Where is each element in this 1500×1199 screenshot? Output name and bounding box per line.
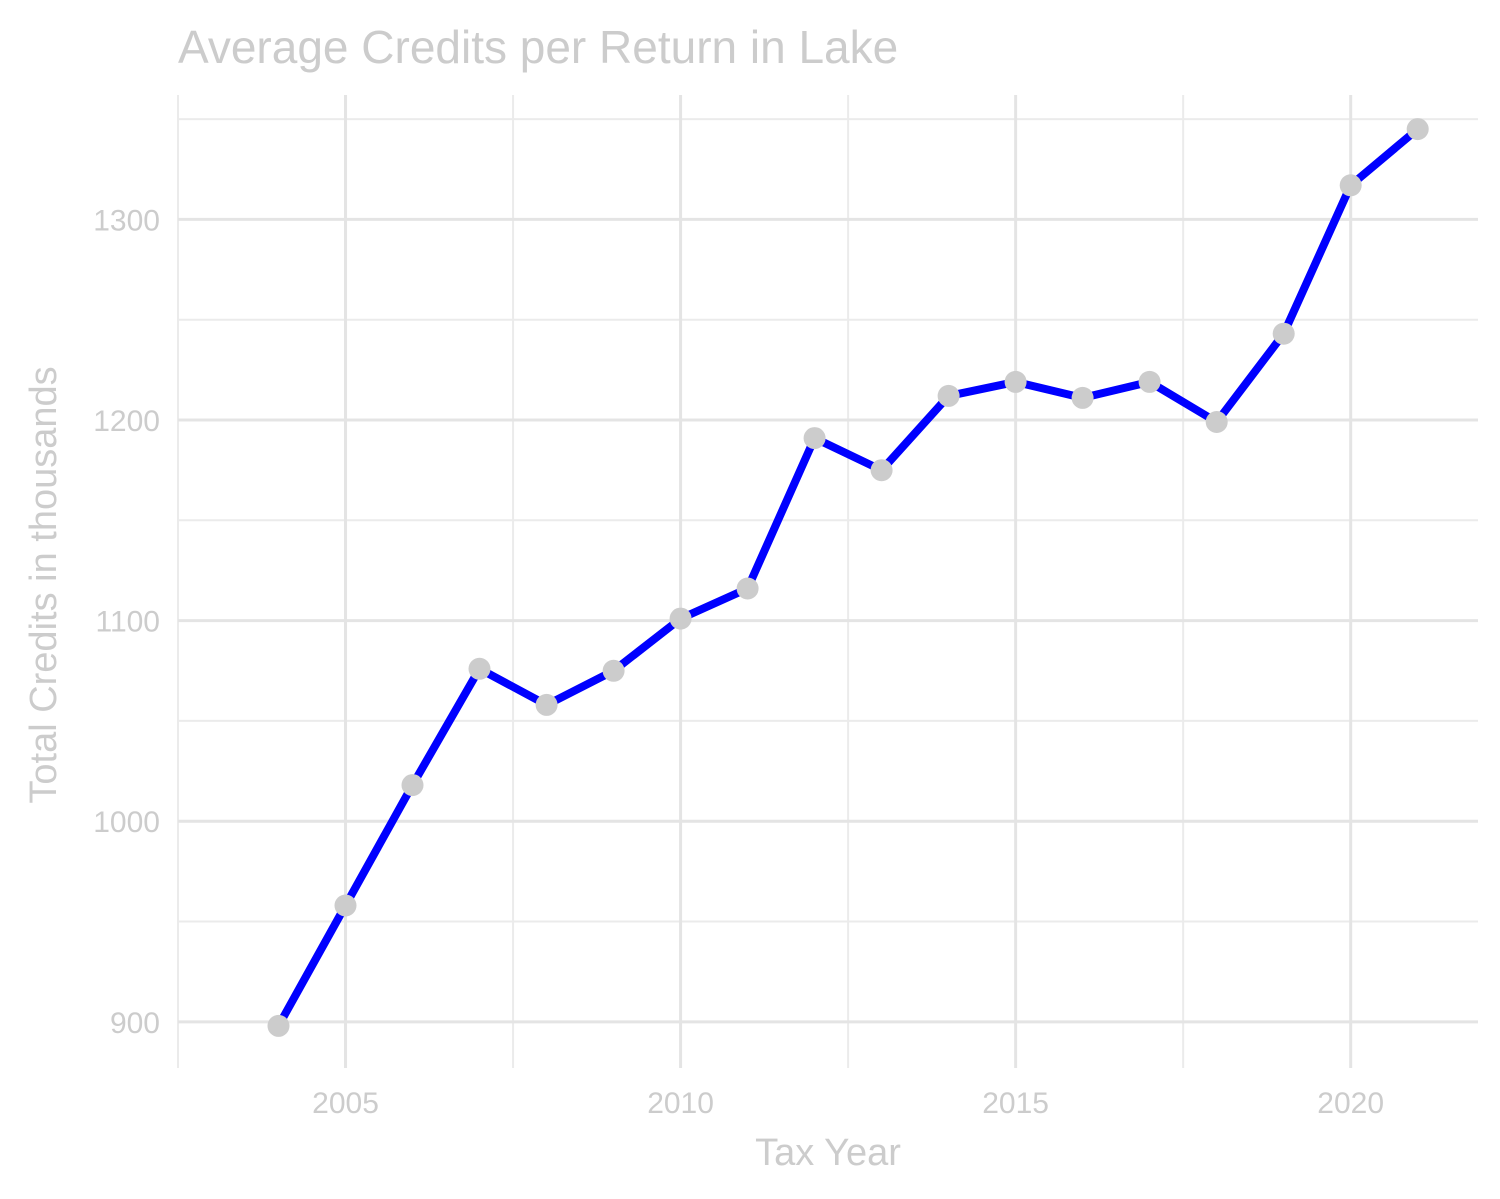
data-point — [602, 659, 625, 682]
y-tick-label: 1000 — [93, 806, 160, 839]
data-point — [334, 894, 357, 917]
y-tick-label: 900 — [110, 1007, 160, 1040]
x-tick-label: 2020 — [1317, 1087, 1384, 1120]
data-point — [1138, 370, 1161, 393]
data-point — [468, 657, 491, 680]
data-point — [736, 577, 759, 600]
data-point — [1071, 386, 1094, 409]
y-tick-label: 1200 — [93, 405, 160, 438]
ticks: 900 1000 1100 1200 1300 2005 2010 2015 2020 — [93, 204, 1384, 1120]
points-layer — [267, 118, 1429, 1037]
data-point — [535, 693, 558, 716]
series-line — [274, 125, 1422, 1030]
series-layer — [274, 125, 1422, 1030]
chart-title: Average Credits per Return in Lake — [178, 21, 898, 73]
x-tick-label: 2015 — [982, 1087, 1049, 1120]
data-point — [669, 607, 692, 630]
data-point — [1272, 322, 1295, 345]
y-tick-label: 1100 — [95, 606, 160, 639]
data-point — [1339, 174, 1362, 197]
data-point — [1004, 370, 1027, 393]
x-tick-label: 2005 — [312, 1087, 379, 1120]
data-point — [870, 459, 893, 482]
data-point — [937, 384, 960, 407]
data-point — [1406, 118, 1429, 141]
y-axis-title: Total Credits in thousands — [23, 366, 65, 803]
y-tick-label: 1300 — [93, 204, 160, 237]
data-point — [1205, 411, 1228, 433]
data-point — [803, 427, 826, 450]
x-tick-label: 2010 — [647, 1087, 714, 1120]
data-point — [401, 774, 424, 797]
data-point — [267, 1014, 290, 1037]
x-axis-title: Tax Year — [755, 1132, 901, 1174]
grid — [177, 95, 1478, 1068]
